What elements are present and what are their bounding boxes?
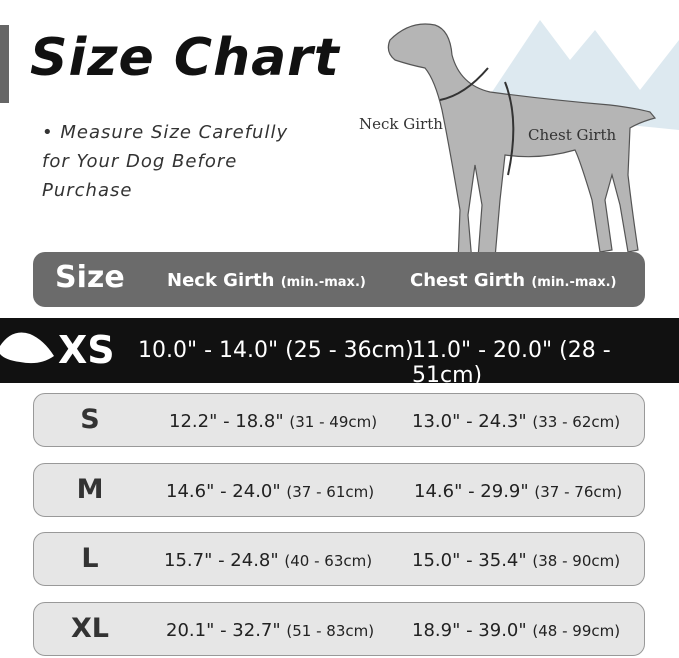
table-row-highlight: XS 10.0" - 14.0" (25 - 36cm) 11.0" - 20.… xyxy=(0,318,679,388)
note-line: Purchase xyxy=(42,180,133,201)
chest-cell: 13.0" - 24.3" (33 - 62cm) xyxy=(412,411,621,432)
accent-bar xyxy=(0,25,9,103)
chest-cell: 11.0" - 20.0" (28 - 51cm) xyxy=(412,338,611,388)
table-row: XL 20.1" - 32.7" (51 - 83cm) 18.9" - 39.… xyxy=(33,602,645,656)
neck-cell: 10.0" - 14.0" (25 - 36cm) xyxy=(138,338,414,363)
size-cell: L xyxy=(81,543,99,574)
size-cell: XS xyxy=(58,328,115,372)
header-chest: Chest Girth (min.-max.) xyxy=(410,270,617,291)
dog-head-icon xyxy=(0,332,54,364)
dog-silhouette-icon xyxy=(387,23,657,263)
neck-cell: 15.7" - 24.8" (40 - 63cm) xyxy=(164,550,373,571)
chest-cell: 18.9" - 39.0" (48 - 99cm) xyxy=(412,620,621,641)
measure-note: • Measure Size Carefully for Your Dog Be… xyxy=(42,118,288,205)
size-cell: XL xyxy=(70,613,110,644)
neck-cell: 20.1" - 32.7" (51 - 83cm) xyxy=(166,620,375,641)
neck-cell: 14.6" - 24.0" (37 - 61cm) xyxy=(166,481,375,502)
note-line: for Your Dog Before xyxy=(42,151,238,172)
page-title: Size Chart xyxy=(30,28,340,88)
neck-cell: 12.2" - 18.8" (31 - 49cm) xyxy=(169,411,378,432)
size-cell: S xyxy=(80,404,100,435)
chest-girth-label: Chest Girth xyxy=(528,126,617,144)
table-row: S 12.2" - 18.8" (31 - 49cm) 13.0" - 24.3… xyxy=(33,393,645,447)
chest-cell: 14.6" - 29.9" (37 - 76cm) xyxy=(414,481,623,502)
header-neck: Neck Girth (min.-max.) xyxy=(167,270,366,291)
size-cell: M xyxy=(76,474,104,505)
header-size: Size xyxy=(55,260,125,295)
dog-illustration xyxy=(387,20,679,263)
table-row: M 14.6" - 24.0" (37 - 61cm) 14.6" - 29.9… xyxy=(33,463,645,517)
chest-cell: 15.0" - 35.4" (38 - 90cm) xyxy=(412,550,621,571)
note-line: • Measure Size Carefully xyxy=(42,122,289,143)
neck-girth-label: Neck Girth xyxy=(359,115,443,133)
table-row: L 15.7" - 24.8" (40 - 63cm) 15.0" - 35.4… xyxy=(33,532,645,586)
table-header: Size Neck Girth (min.-max.) Chest Girth … xyxy=(33,252,645,307)
